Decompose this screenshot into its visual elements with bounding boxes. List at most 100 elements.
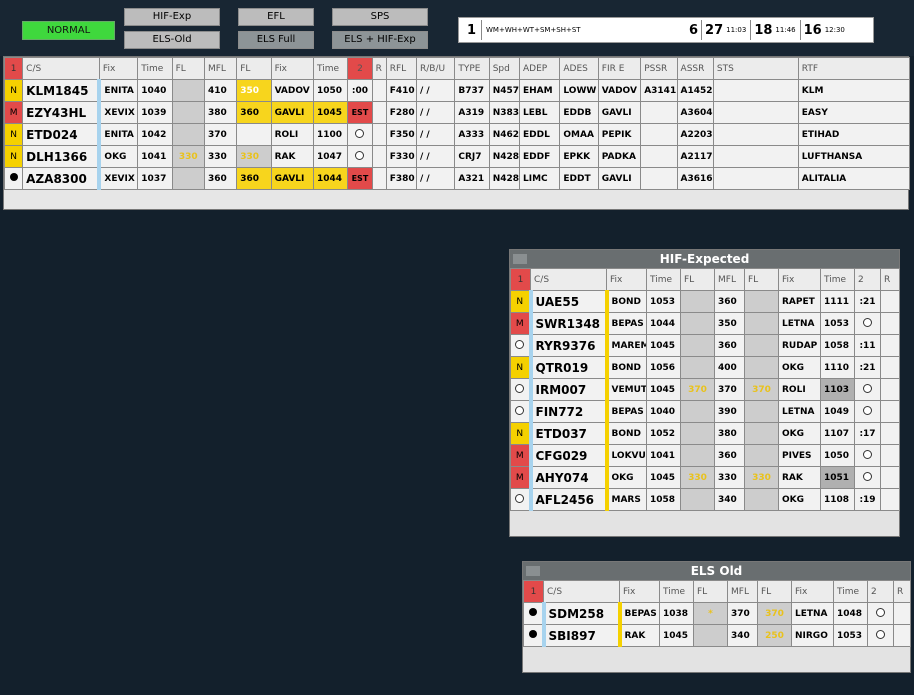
- assr-cell[interactable]: A2117: [676, 145, 714, 168]
- exit-fix-cell[interactable]: GAVLI: [270, 167, 315, 190]
- fl2-cell[interactable]: 250: [757, 624, 792, 647]
- fir-exit-cell[interactable]: GAVLI: [597, 101, 642, 124]
- drag-grip-icon[interactable]: [526, 566, 540, 576]
- exit-time-cell[interactable]: 1050: [312, 79, 349, 102]
- category-cell[interactable]: [3, 167, 24, 190]
- r-cell[interactable]: [880, 488, 900, 511]
- exit-fix-cell[interactable]: NIRGO: [791, 624, 834, 647]
- time-cell[interactable]: 1041: [137, 145, 173, 168]
- fl-cell[interactable]: [171, 123, 205, 146]
- fix-cell[interactable]: OKG: [606, 466, 647, 489]
- type-cell[interactable]: CRJ7: [454, 145, 490, 168]
- fix-cell[interactable]: ENITA: [98, 123, 139, 146]
- exit-fix-cell[interactable]: VADOV: [270, 79, 315, 102]
- column-header-pssr[interactable]: PSSR: [640, 57, 678, 80]
- fl-cell[interactable]: [171, 101, 205, 124]
- callsign-cell[interactable]: ETD037: [528, 422, 609, 445]
- efl-button[interactable]: EFL: [238, 8, 314, 26]
- r-cell[interactable]: [371, 145, 387, 168]
- column-header-1[interactable]: 1: [3, 57, 24, 80]
- r-cell[interactable]: [880, 356, 900, 379]
- drag-grip-icon[interactable]: [513, 254, 527, 264]
- exit-time-cell[interactable]: 1044: [312, 167, 349, 190]
- fl-cell[interactable]: [680, 356, 715, 379]
- exit-time-cell[interactable]: 1053: [820, 312, 855, 335]
- rbu-cell[interactable]: / /: [415, 79, 456, 102]
- table-row[interactable]: AZA8300 XEVIX 1037 360 360 GAVLI 1044 EST F380/ …: [3, 167, 911, 190]
- fix-cell[interactable]: MAREM: [606, 334, 647, 357]
- speed-cell[interactable]: N428: [488, 145, 521, 168]
- fl-cell[interactable]: [680, 444, 715, 467]
- category-cell[interactable]: [510, 334, 531, 357]
- fl2-cell[interactable]: 350: [236, 79, 272, 102]
- exit-fix-cell[interactable]: LETNA: [778, 312, 821, 335]
- fl-cell[interactable]: [680, 290, 715, 313]
- column-header-fix[interactable]: Fix: [791, 580, 834, 603]
- category-cell[interactable]: M: [510, 444, 531, 467]
- column-header-ades[interactable]: ADES: [559, 57, 599, 80]
- table-row[interactable]: IRM007 VEMUT 1045 370 370 370 ROLI 1103: [510, 378, 900, 401]
- callsign-cell[interactable]: IRM007: [528, 378, 609, 401]
- r-cell[interactable]: [893, 602, 911, 625]
- speed-cell[interactable]: N383: [488, 101, 521, 124]
- rfl-cell[interactable]: F350: [385, 123, 418, 146]
- fix-cell[interactable]: BEPAS: [606, 400, 647, 423]
- column-header-r[interactable]: R: [893, 580, 911, 603]
- ades-cell[interactable]: OMAA: [559, 123, 599, 146]
- time-cell[interactable]: 1045: [646, 334, 681, 357]
- column-header-mfl[interactable]: MFL: [714, 268, 745, 291]
- category-cell[interactable]: N: [3, 123, 24, 146]
- mfl-cell[interactable]: 360: [203, 167, 238, 190]
- els-full-button[interactable]: ELS Full: [238, 31, 314, 49]
- exit-time-cell[interactable]: 1053: [833, 624, 868, 647]
- adep-cell[interactable]: EDDF: [518, 145, 561, 168]
- time-cell[interactable]: 1037: [137, 167, 173, 190]
- rbu-cell[interactable]: / /: [415, 145, 456, 168]
- column-header-1[interactable]: 1: [510, 268, 531, 291]
- mfl-cell[interactable]: 350: [714, 312, 745, 335]
- column-2-cell[interactable]: EST: [347, 167, 373, 190]
- column-2-cell[interactable]: :21: [854, 290, 881, 313]
- column-header-fix[interactable]: Fix: [98, 57, 139, 80]
- time-cell[interactable]: 1045: [646, 466, 681, 489]
- table-row[interactable]: N UAE55 BOND 1053 360 RAPET 1111:21: [510, 290, 900, 313]
- exit-time-cell[interactable]: 1050: [820, 444, 855, 467]
- pssr-cell[interactable]: [640, 145, 678, 168]
- fix-cell[interactable]: BOND: [606, 356, 647, 379]
- callsign-cell[interactable]: EZY43HL: [22, 101, 102, 124]
- fir-exit-cell[interactable]: PEPIK: [597, 123, 642, 146]
- column-2-cell[interactable]: :00: [347, 79, 373, 102]
- column-header-mfl[interactable]: MFL: [727, 580, 758, 603]
- adep-cell[interactable]: EDDL: [518, 123, 561, 146]
- table-row[interactable]: FIN772 BEPAS 1040 390 LETNA 1049: [510, 400, 900, 423]
- column-header-sts[interactable]: STS: [712, 57, 799, 80]
- column-header-fl[interactable]: FL: [680, 268, 715, 291]
- rtf-cell[interactable]: KLM: [797, 79, 911, 102]
- category-cell[interactable]: M: [510, 466, 531, 489]
- column-header-2[interactable]: 2: [867, 580, 894, 603]
- type-cell[interactable]: A321: [454, 167, 490, 190]
- category-cell[interactable]: N: [3, 79, 24, 102]
- column-2-cell[interactable]: [854, 466, 881, 489]
- category-cell[interactable]: N: [3, 145, 24, 168]
- table-row[interactable]: SDM258 BEPAS 1038 * 370 370 LETNA 1048: [523, 602, 911, 625]
- column-header-type[interactable]: TYPE: [454, 57, 490, 80]
- type-cell[interactable]: A319: [454, 101, 490, 124]
- column-2-cell[interactable]: [854, 444, 881, 467]
- adep-cell[interactable]: EHAM: [518, 79, 561, 102]
- fix-cell[interactable]: LOKVU: [606, 444, 647, 467]
- column-header-time[interactable]: Time: [646, 268, 681, 291]
- fix-cell[interactable]: BOND: [606, 422, 647, 445]
- rfl-cell[interactable]: F280: [385, 101, 418, 124]
- category-cell[interactable]: [523, 624, 544, 647]
- exit-fix-cell[interactable]: GAVLI: [270, 101, 315, 124]
- table-row[interactable]: RYR9376 MAREM 1045 360 RUDAP 1058:11: [510, 334, 900, 357]
- exit-fix-cell[interactable]: OKG: [778, 488, 821, 511]
- column-header-time[interactable]: Time: [312, 57, 349, 80]
- r-cell[interactable]: [880, 422, 900, 445]
- column-header-fl[interactable]: FL: [744, 268, 779, 291]
- column-header-time[interactable]: Time: [833, 580, 868, 603]
- column-2-cell[interactable]: :21: [854, 356, 881, 379]
- rbu-cell[interactable]: / /: [415, 101, 456, 124]
- r-cell[interactable]: [880, 334, 900, 357]
